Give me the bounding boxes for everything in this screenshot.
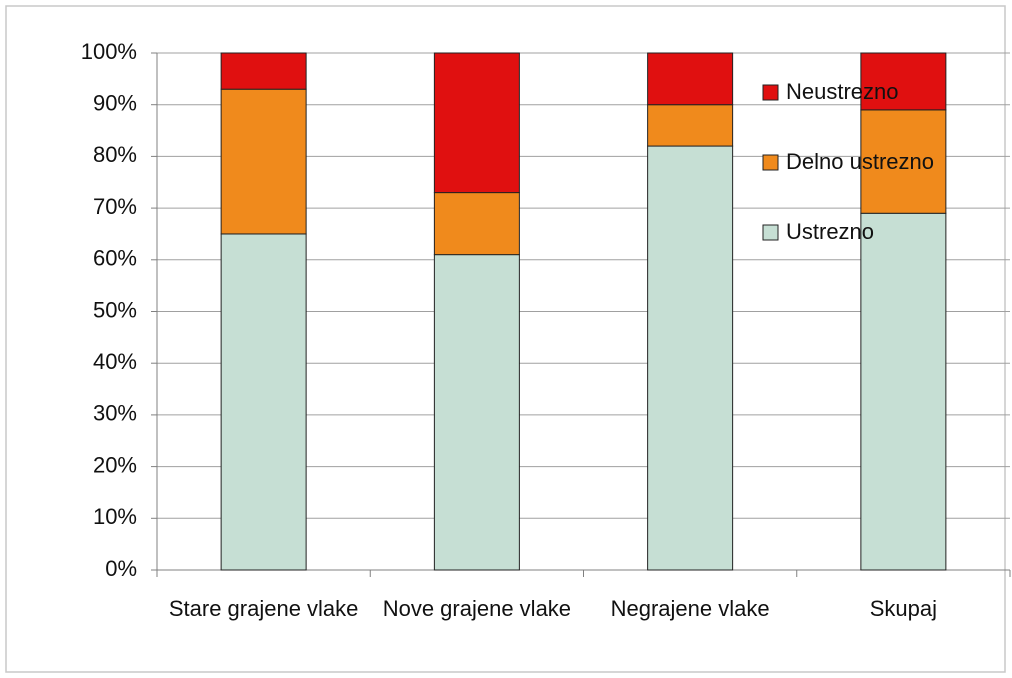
bar-segment	[433, 52, 520, 194]
y-tick-label: 0%	[105, 556, 137, 581]
bar-segment	[647, 52, 734, 106]
x-tick-label: Nove grajene vlake	[382, 596, 572, 621]
x-tick-label: Skupaj	[869, 596, 938, 621]
y-tick-label: 60%	[93, 246, 137, 271]
legend-swatch	[762, 224, 779, 241]
y-tick-label: 50%	[93, 297, 137, 322]
legend-label: Ustrezno	[786, 219, 874, 244]
legend-label: Delno ustrezno	[786, 149, 934, 174]
y-tick-label: 90%	[93, 91, 137, 116]
y-tick-label: 20%	[93, 452, 137, 477]
bar-segment	[220, 233, 307, 571]
legend-swatch	[762, 84, 779, 101]
legend-label: Neustrezno	[786, 79, 899, 104]
y-tick-label: 40%	[93, 349, 137, 374]
x-tick-label: Negrajene vlake	[610, 596, 770, 621]
bar-segment	[433, 192, 520, 256]
bar-segment	[860, 212, 947, 571]
bar-segment	[860, 109, 947, 214]
bar-segment	[220, 52, 307, 90]
y-tick-label: 10%	[93, 504, 137, 529]
bar-segment	[433, 254, 520, 571]
y-tick-label: 80%	[93, 142, 137, 167]
frame-border	[5, 5, 1006, 673]
bar-segment	[647, 145, 734, 571]
legend-swatch	[762, 154, 779, 171]
bar-segment	[647, 104, 734, 147]
bar-segment	[220, 88, 307, 235]
y-tick-label: 100%	[81, 39, 137, 64]
bar-segment	[860, 52, 947, 111]
y-tick-label: 70%	[93, 194, 137, 219]
y-tick-label: 30%	[93, 401, 137, 426]
x-tick-label: Stare grajene vlake	[168, 596, 359, 621]
